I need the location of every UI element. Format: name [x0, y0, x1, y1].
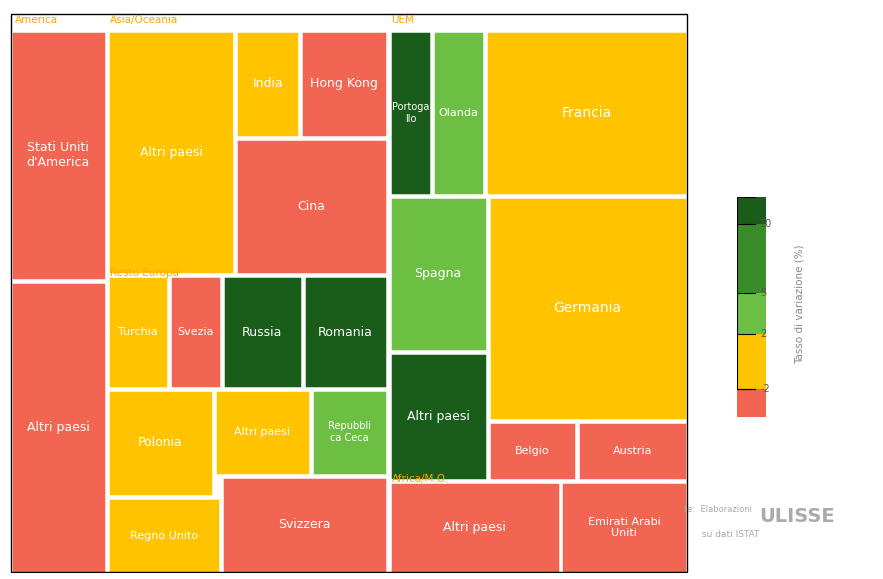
- Bar: [488, 197, 687, 420]
- Bar: [737, 197, 766, 224]
- Text: Turchia: Turchia: [118, 327, 158, 337]
- Text: te:  Elaborazioni: te: Elaborazioni: [684, 505, 752, 514]
- Bar: [108, 498, 220, 573]
- Bar: [108, 277, 168, 388]
- Bar: [434, 31, 484, 195]
- Bar: [11, 282, 106, 573]
- Text: Svezia: Svezia: [177, 327, 214, 337]
- Bar: [236, 31, 299, 137]
- Bar: [170, 277, 221, 388]
- Text: Altri paesi: Altri paesi: [443, 521, 506, 534]
- Bar: [222, 477, 387, 573]
- Bar: [737, 293, 766, 335]
- Text: Germania: Germania: [554, 301, 622, 316]
- Text: 10: 10: [760, 219, 773, 229]
- Text: Altri paesi: Altri paesi: [26, 421, 90, 434]
- Bar: [236, 139, 387, 274]
- Text: Cina: Cina: [298, 200, 325, 213]
- Text: India: India: [253, 77, 283, 90]
- Text: Emirati Arabi
Uniti: Emirati Arabi Uniti: [588, 517, 660, 538]
- Text: Regno Unito: Regno Unito: [130, 530, 198, 541]
- Text: 5: 5: [760, 288, 766, 298]
- Bar: [301, 31, 387, 137]
- Text: Tasso di variazione (%): Tasso di variazione (%): [794, 244, 804, 364]
- Bar: [389, 353, 487, 480]
- Text: Polonia: Polonia: [138, 437, 183, 449]
- Bar: [562, 482, 687, 573]
- Text: Asia/Oceania: Asia/Oceania: [109, 14, 178, 25]
- Text: America: America: [15, 14, 57, 25]
- Bar: [488, 422, 576, 480]
- Text: Africa/M.O.: Africa/M.O.: [391, 474, 449, 483]
- Bar: [737, 389, 766, 417]
- Text: -2: -2: [760, 384, 770, 394]
- Bar: [223, 277, 302, 388]
- Text: Resto Europa: Resto Europa: [109, 268, 178, 278]
- Text: Olanda: Olanda: [439, 108, 479, 118]
- Bar: [11, 31, 106, 280]
- Text: Stati Uniti
d'America: Stati Uniti d'America: [26, 141, 90, 169]
- Text: Spagna: Spagna: [414, 267, 462, 280]
- Text: Russia: Russia: [242, 325, 283, 339]
- Bar: [389, 31, 431, 195]
- Bar: [215, 390, 310, 475]
- Text: Portoga
llo: Portoga llo: [392, 102, 429, 123]
- Text: Belgio: Belgio: [515, 446, 550, 456]
- Text: UEM: UEM: [391, 14, 414, 25]
- Text: Altri paesi: Altri paesi: [140, 146, 202, 159]
- Bar: [389, 197, 487, 351]
- Text: Altri paesi: Altri paesi: [234, 427, 291, 437]
- Text: Altri paesi: Altri paesi: [407, 410, 470, 423]
- Bar: [108, 31, 234, 274]
- Text: su dati ISTAT: su dati ISTAT: [702, 530, 759, 539]
- Bar: [312, 390, 387, 475]
- Text: Svizzera: Svizzera: [278, 519, 330, 532]
- Text: Hong Kong: Hong Kong: [310, 77, 378, 90]
- Text: Repubbli
ca Ceca: Repubbli ca Ceca: [328, 422, 371, 443]
- Bar: [486, 31, 687, 195]
- Bar: [304, 277, 387, 388]
- Text: Austria: Austria: [613, 446, 653, 456]
- Text: Francia: Francia: [561, 106, 611, 120]
- Bar: [389, 482, 560, 573]
- Bar: [108, 390, 213, 496]
- Text: ULISSE: ULISSE: [759, 507, 835, 526]
- Bar: [578, 422, 687, 480]
- Bar: [737, 335, 766, 389]
- Bar: [737, 224, 766, 293]
- Text: 2: 2: [760, 329, 766, 339]
- Text: Romania: Romania: [318, 325, 373, 339]
